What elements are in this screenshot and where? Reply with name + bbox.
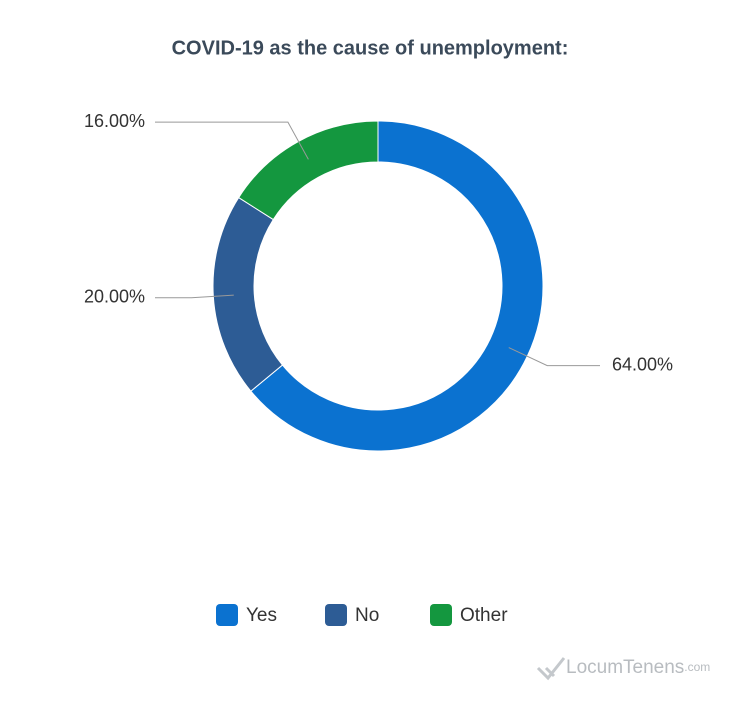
- logo: LocumTenens.com: [536, 657, 710, 681]
- brand-main: LocumTenens: [566, 657, 684, 678]
- data-label: 16.00%: [84, 111, 145, 131]
- legend-swatch: [430, 604, 452, 626]
- leader-line: [508, 347, 600, 367]
- legend-label: Yes: [246, 605, 277, 626]
- logo-icon: [536, 657, 566, 681]
- brand-name: LocumTenens.com: [566, 657, 710, 678]
- legend-swatch: [216, 604, 238, 626]
- data-label: 20.00%: [84, 286, 145, 306]
- brand-suffix: .com: [684, 660, 710, 674]
- slice: [250, 120, 544, 452]
- chart-title: COVID-19 as the cause of unemployment:: [172, 37, 569, 59]
- slice: [237, 120, 379, 221]
- legend-label: No: [355, 605, 379, 626]
- legend-label: Other: [460, 605, 508, 626]
- leader-line: [155, 121, 309, 160]
- legend-swatch: [325, 604, 347, 626]
- leader-line: [155, 294, 234, 299]
- data-label: 64.00%: [612, 354, 673, 374]
- slice: [212, 196, 284, 392]
